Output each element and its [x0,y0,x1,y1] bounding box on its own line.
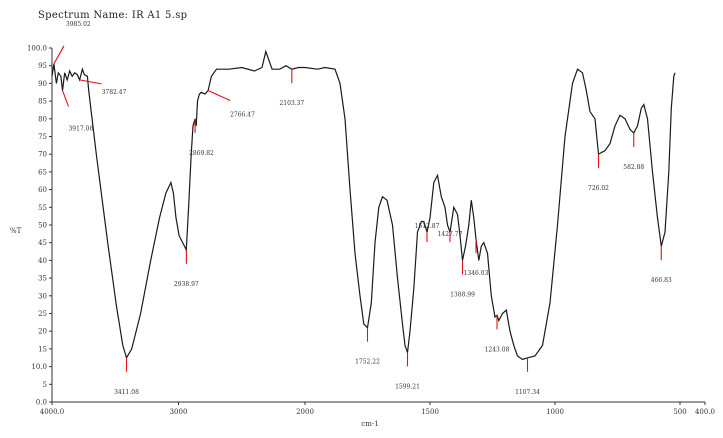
y-tick-label: 65 [38,168,47,176]
y-tick-label: 50 [38,222,47,230]
x-axis-ticks: 4000.0 3000 2000 1500 1000 500 400.0 [40,402,715,416]
peak-marker [53,45,65,65]
peak-label: 1599.21 [395,383,420,390]
peak-label: 726.02 [588,185,609,192]
peak-label: 1346.03 [464,270,489,277]
y-tick-label: 60 [38,186,47,194]
peak-label: 1388.99 [450,291,475,298]
y-tick-label: 10.0 [31,363,47,371]
y-tick-label: 15 [38,345,47,353]
peak-marker [79,79,102,85]
peak-marker [61,90,70,107]
x-tick-label: 2000 [296,408,314,416]
chart-axes [51,48,705,403]
peak-label: 1427.77 [438,231,463,238]
peak-markers: 3985.02 3917.08 3782.47 3411.08 2938.97 2869.… [53,21,672,396]
x-axis-label: cm-1 [361,420,378,428]
peak-label: 1512.87 [415,223,440,230]
peak-label: 2766.47 [230,111,255,118]
y-tick-label: 5 [43,381,47,389]
series-line [51,49,676,361]
x-tick-label: 500 [673,408,686,416]
y-axis-label: %T [10,227,22,235]
peak-label: 2869.82 [189,150,214,157]
peak-label: 2938.97 [174,281,199,288]
peak-marker [207,89,231,101]
x-tick-label: 4000.0 [40,408,65,416]
y-tick-label: 100.0 [27,45,47,53]
y-tick-label: 0.0 [36,399,47,407]
x-tick-label: 1000 [546,408,564,416]
y-tick-label: 25 [38,310,47,318]
x-tick-label: 400.0 [695,408,715,416]
peak-label: 466.83 [651,277,672,284]
peak-label: 3985.02 [66,21,91,28]
peak-label: 1752.22 [355,359,380,366]
peak-label: 3782.47 [102,89,127,96]
y-tick-label: 75 [38,133,47,141]
x-tick-label: 3000 [170,408,188,416]
peak-label: 2103.37 [279,100,304,107]
y-axis-ticks: 0.0 5 10.0 15 20 25 30 35 40 45 50 55 60 65 70 75 80 85 90… [27,45,52,407]
peak-label: 3411.08 [114,389,139,396]
peak-label: 1107.34 [515,389,540,396]
y-tick-label: 40 [38,257,47,265]
x-tick-label: 1500 [421,408,439,416]
peak-label: 582.88 [623,164,644,171]
y-tick-label: 80 [38,115,47,123]
y-tick-label: 95 [38,62,47,70]
y-tick-label: 85 [38,98,47,106]
y-tick-label: 30 [38,292,47,300]
peak-label: 1243.08 [485,346,510,353]
peak-label: 3917.08 [68,125,93,132]
y-tick-label: 20 [38,328,47,336]
y-tick-label: 45 [38,239,47,247]
y-tick-label: 90 [38,80,47,88]
y-tick-label: 70 [38,151,47,159]
y-tick-label: 35 [38,275,47,283]
y-tick-label: 55 [38,204,47,212]
spectrum-title: Spectrum Name: IR A1 5.sp [38,10,188,21]
